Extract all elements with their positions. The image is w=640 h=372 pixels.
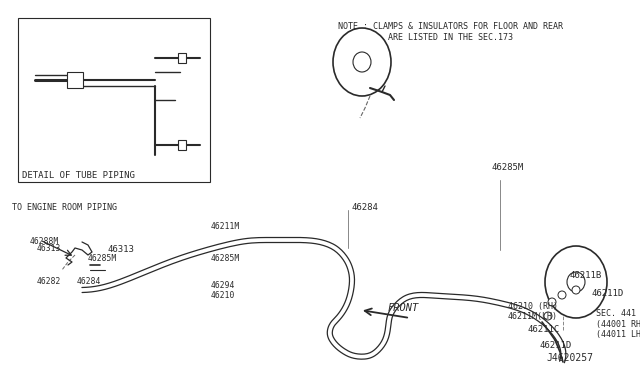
Text: NOTE : CLAMPS & INSULATORS FOR FLOOR AND REAR: NOTE : CLAMPS & INSULATORS FOR FLOOR AND… (337, 22, 563, 31)
Text: 46210 (RH): 46210 (RH) (508, 301, 558, 311)
Circle shape (572, 286, 580, 294)
Ellipse shape (567, 272, 585, 292)
Text: DETAIL OF TUBE PIPING: DETAIL OF TUBE PIPING (22, 170, 135, 180)
Text: 46285M: 46285M (88, 253, 117, 263)
Text: 46210: 46210 (211, 291, 235, 300)
Text: 46285M: 46285M (492, 164, 524, 173)
Text: 46313: 46313 (108, 246, 135, 254)
Text: (44011 LH): (44011 LH) (596, 330, 640, 339)
Text: 46211D: 46211D (592, 289, 624, 298)
Text: SEC. 441: SEC. 441 (596, 310, 636, 318)
Text: 46211C: 46211C (528, 326, 560, 334)
Text: J4620257: J4620257 (546, 353, 593, 363)
Text: 46211M(LH): 46211M(LH) (508, 311, 558, 321)
Text: 46313: 46313 (36, 244, 61, 253)
Text: 46284: 46284 (352, 203, 379, 212)
Bar (67, 72, 83, 88)
Text: 46294: 46294 (211, 282, 235, 291)
Circle shape (544, 312, 552, 320)
Bar (18, 18, 210, 182)
Text: 46211M: 46211M (211, 222, 240, 231)
Circle shape (558, 291, 566, 299)
Text: 46211D: 46211D (540, 341, 572, 350)
Bar (178, 140, 186, 150)
Text: FRONT: FRONT (388, 303, 419, 313)
Text: 46284: 46284 (77, 277, 102, 286)
Text: 46288M: 46288M (29, 237, 58, 246)
Text: (44001 RH): (44001 RH) (596, 320, 640, 328)
Text: 46211B: 46211B (570, 272, 602, 280)
Text: TO ENGINE ROOM PIPING: TO ENGINE ROOM PIPING (12, 203, 117, 212)
Ellipse shape (353, 52, 371, 72)
Circle shape (548, 298, 556, 306)
Text: 46285M: 46285M (211, 253, 240, 263)
Ellipse shape (545, 246, 607, 318)
Text: ARE LISTED IN THE SEC.173: ARE LISTED IN THE SEC.173 (387, 33, 513, 42)
Bar (178, 53, 186, 63)
Ellipse shape (333, 28, 391, 96)
Text: 46282: 46282 (36, 277, 61, 286)
